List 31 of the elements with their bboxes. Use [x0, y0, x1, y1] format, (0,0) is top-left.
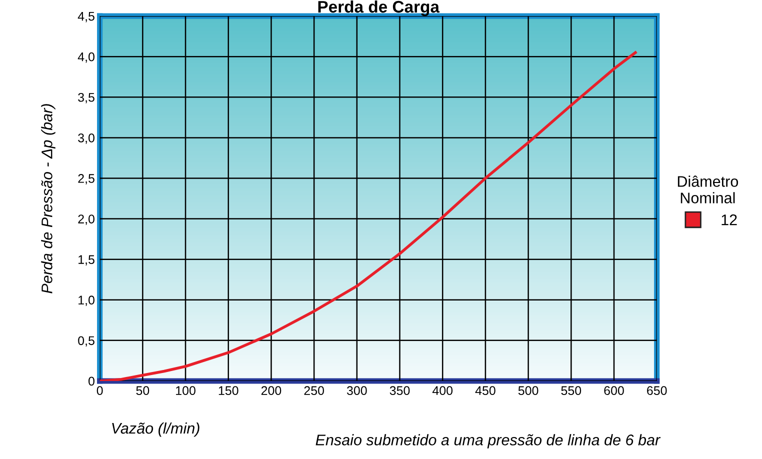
- y-tick-label: 4,0: [78, 52, 94, 63]
- x-tick-label: 500: [518, 386, 538, 396]
- y-tick-label: 0: [88, 376, 94, 386]
- legend-title: Diâmetro Nominal: [678, 176, 738, 204]
- x-tick-label: 250: [304, 386, 324, 396]
- legend-label: 12: [722, 214, 737, 226]
- chart-title: Perda de Carga: [318, 0, 440, 16]
- x-tick-label: 150: [218, 386, 238, 396]
- y-tick-label: 4,5: [78, 12, 94, 22]
- x-tick-label: 650: [647, 386, 667, 396]
- x-tick-label: 200: [261, 386, 282, 396]
- text: Ensaio submetido a uma pressão de linha de 6 bar: [316, 434, 661, 448]
- line-series: [100, 51, 637, 381]
- x-tick-label: 400: [432, 386, 453, 396]
- x-tick-label: 50: [136, 386, 150, 396]
- x-tick-label: 550: [561, 386, 582, 396]
- x-tick-label: 0: [96, 386, 103, 396]
- x-tick-label: 450: [475, 386, 496, 396]
- y-axis-title: Perda de Pressão - Δp (bar): [41, 104, 56, 294]
- x-axis-title: Vazão (l/min): [112, 422, 200, 437]
- y-tick-label: 3,0: [78, 134, 94, 144]
- x-tick-label: 350: [390, 386, 410, 396]
- x-tick-label: 600: [604, 386, 624, 396]
- y-tick-label: 2,5: [78, 174, 94, 184]
- y-tick-label: 1,5: [78, 255, 94, 266]
- y-tick-label: 3,5: [78, 92, 94, 104]
- x-tick-label: 100: [176, 386, 196, 396]
- y-tick-label: 2,0: [78, 214, 94, 225]
- y-tick-label: 0,5: [78, 336, 94, 347]
- x-tick-label: 300: [346, 386, 367, 396]
- y-tick-label: 1,0: [78, 296, 94, 306]
